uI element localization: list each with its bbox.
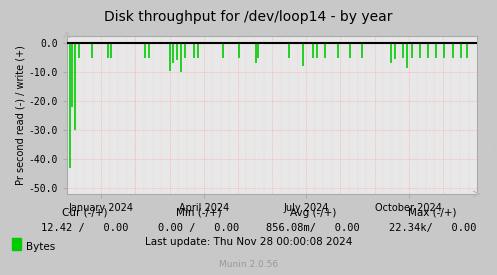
Text: RRDTOOL / TOBI OETIKER: RRDTOOL / TOBI OETIKER (486, 75, 491, 156)
Text: Cur (-/+): Cur (-/+) (62, 208, 107, 218)
Y-axis label: Pr second read (-) / write (+): Pr second read (-) / write (+) (16, 45, 26, 185)
Text: Min (-/+): Min (-/+) (176, 208, 222, 218)
Text: Last update: Thu Nov 28 00:00:08 2024: Last update: Thu Nov 28 00:00:08 2024 (145, 237, 352, 247)
Text: 12.42 /   0.00: 12.42 / 0.00 (41, 223, 128, 233)
Text: Munin 2.0.56: Munin 2.0.56 (219, 260, 278, 269)
Text: 856.08m/   0.00: 856.08m/ 0.00 (266, 223, 360, 233)
Text: Avg (-/+): Avg (-/+) (290, 208, 336, 218)
Text: 22.34k/   0.00: 22.34k/ 0.00 (389, 223, 476, 233)
Text: Max (-/+): Max (-/+) (408, 208, 457, 218)
Text: Bytes: Bytes (26, 242, 56, 252)
Text: 0.00 /   0.00: 0.00 / 0.00 (158, 223, 240, 233)
Text: Disk throughput for /dev/loop14 - by year: Disk throughput for /dev/loop14 - by yea… (104, 10, 393, 24)
